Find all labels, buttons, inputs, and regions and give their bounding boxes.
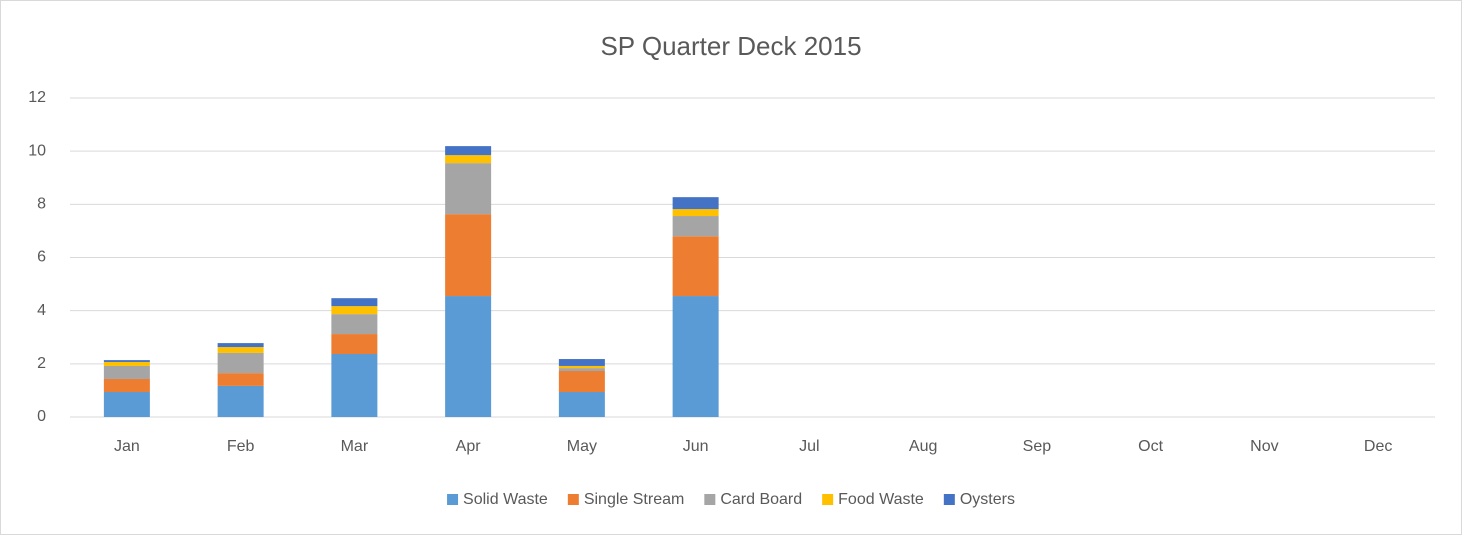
- bar-segment: [331, 306, 378, 315]
- x-tick-label: May: [567, 438, 597, 455]
- y-tick-label: 2: [37, 355, 46, 372]
- bar-segment: [445, 163, 492, 215]
- bar-segment: [217, 347, 264, 353]
- y-tick-label: 0: [37, 408, 46, 425]
- x-tick-label: Oct: [1138, 438, 1163, 455]
- x-tick-label: Aug: [909, 438, 937, 455]
- bar-segment: [445, 214, 492, 297]
- x-tick-label: Nov: [1250, 438, 1278, 455]
- bar-segment: [672, 216, 719, 237]
- x-tick-label: Apr: [456, 438, 482, 455]
- bar-segment: [558, 365, 605, 369]
- x-tick-label: Jun: [683, 438, 709, 455]
- x-tick-label: Feb: [227, 438, 255, 455]
- legend-swatch: [567, 494, 579, 505]
- y-tick-label: 8: [37, 196, 46, 213]
- legend-swatch: [822, 494, 834, 505]
- bar-segment: [217, 343, 264, 348]
- bar-segment: [103, 361, 150, 366]
- legend-label: Oysters: [960, 491, 1015, 508]
- bar-segment: [445, 155, 492, 164]
- chart-title: SP Quarter Deck 2015: [600, 31, 861, 61]
- bar-segment: [103, 378, 150, 393]
- legend-label: Single Stream: [584, 491, 685, 508]
- legend-label: Food Waste: [838, 491, 924, 508]
- bar-segment: [217, 385, 264, 417]
- x-tick-label: Sep: [1023, 438, 1052, 455]
- legend-label: Card Board: [720, 491, 802, 508]
- legend-label: Solid Waste: [463, 491, 548, 508]
- legend-swatch: [447, 494, 459, 505]
- bar-segment: [445, 296, 492, 417]
- y-tick-label: 6: [37, 249, 46, 266]
- bar-segment: [331, 298, 378, 307]
- bar-segment: [103, 392, 150, 417]
- bar-segment: [103, 365, 150, 379]
- bar-segment: [672, 197, 719, 210]
- y-tick-label: 4: [37, 302, 46, 319]
- x-tick-label: Jul: [799, 438, 819, 455]
- bar-segment: [331, 353, 378, 417]
- legend-swatch: [943, 494, 955, 505]
- x-tick-label: Dec: [1364, 438, 1392, 455]
- x-tick-label: Jan: [114, 438, 140, 455]
- bar-segment: [558, 368, 605, 372]
- bar-segment: [672, 296, 719, 417]
- bar-segment: [672, 209, 719, 217]
- bar-segment: [217, 352, 264, 374]
- bar-segment: [558, 371, 605, 393]
- x-tick-label: Mar: [341, 438, 369, 455]
- y-tick-label: 12: [28, 89, 46, 106]
- bar-segment: [558, 359, 605, 366]
- legend-swatch: [704, 494, 716, 505]
- y-tick-label: 10: [28, 142, 46, 159]
- bar-segment: [103, 360, 150, 362]
- bar-segment: [331, 314, 378, 335]
- bar-segment: [331, 334, 378, 354]
- bar-segment: [558, 392, 605, 417]
- bar-segment: [672, 236, 719, 297]
- bar-segment: [445, 146, 492, 156]
- bar-segment: [217, 373, 264, 386]
